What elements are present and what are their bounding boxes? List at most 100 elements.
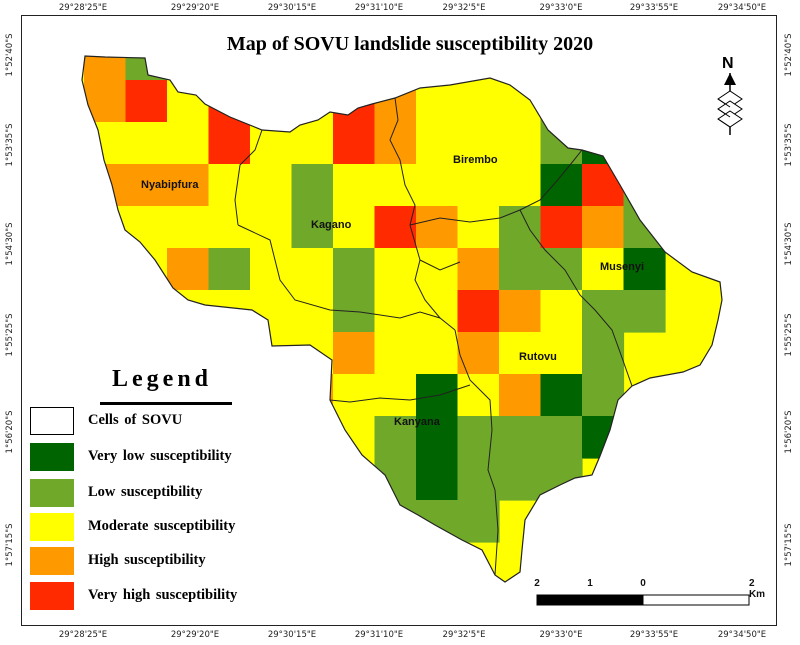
grid-cell xyxy=(540,206,583,249)
grid-cell xyxy=(623,164,666,207)
grid-cell xyxy=(416,164,459,207)
grid-cell xyxy=(499,416,542,459)
scale-bar-light xyxy=(642,594,750,606)
sovu-outline xyxy=(81,55,723,583)
grid-cell xyxy=(374,374,417,417)
grid-cell xyxy=(374,458,417,501)
scale-label-1: 1 xyxy=(587,578,593,589)
legend-title: Legend xyxy=(112,366,213,392)
legend-swatch-moderate xyxy=(30,513,74,541)
grid-cell xyxy=(374,122,417,165)
grid-cell xyxy=(333,416,376,459)
boundary-kagano-south xyxy=(237,224,456,331)
grid-cell xyxy=(499,122,542,165)
tick-bottom-3: 29°30'15"E xyxy=(267,630,317,640)
grid-cell xyxy=(84,80,127,123)
grid-cell xyxy=(84,56,127,81)
grid-cell xyxy=(540,374,583,417)
grid-cell xyxy=(540,416,583,459)
scale-bar-dark xyxy=(536,594,644,606)
grid-cell xyxy=(499,164,542,207)
tick-top-7: 29°33'55"E xyxy=(629,3,679,13)
tick-top-1: 29°28'25"E xyxy=(58,3,108,13)
grid-cell xyxy=(291,290,334,333)
boundary-kanyana-north xyxy=(329,384,471,403)
grid-cell xyxy=(457,290,500,333)
legend-label-very-low: Very low susceptibility xyxy=(88,448,232,464)
legend-label-moderate: Moderate susceptibility xyxy=(88,518,236,534)
tick-bottom-6: 29°33'0"E xyxy=(539,630,583,640)
legend-swatch-very-low xyxy=(30,443,74,471)
region-label-kagano: Kagano xyxy=(311,219,352,231)
grid-cell xyxy=(291,80,334,123)
scale-bar xyxy=(536,594,750,606)
grid-cell xyxy=(374,290,417,333)
tick-top-5: 29°32'5"E xyxy=(442,3,486,13)
region-label-kanyana: Kanyana xyxy=(394,416,440,428)
scale-label-2-left: 2 xyxy=(534,578,540,589)
grid-cell xyxy=(208,122,251,165)
grid-cell xyxy=(167,248,210,291)
legend-swatch-high xyxy=(30,547,74,575)
grid-cell xyxy=(374,542,417,582)
boundary-kagano-birembo xyxy=(389,97,441,319)
grid-cell xyxy=(333,500,376,543)
grid-cell xyxy=(457,458,500,501)
north-label: N xyxy=(722,55,734,72)
grid-cell xyxy=(540,248,583,291)
grid-cell xyxy=(416,500,459,543)
grid-cell xyxy=(499,332,542,375)
grid-cell xyxy=(374,500,417,543)
grid-cell xyxy=(623,416,666,459)
grid-cell xyxy=(540,458,583,501)
boundary-musenyi-rutovu xyxy=(519,209,633,387)
grid-cell xyxy=(333,248,376,291)
grid-cell xyxy=(333,164,376,207)
tick-bottom-8: 29°34'50"E xyxy=(717,630,767,640)
grid-cell xyxy=(291,500,334,543)
grid-cell xyxy=(250,290,293,333)
tick-top-3: 29°30'15"E xyxy=(267,3,317,13)
grid-cell xyxy=(84,164,127,207)
grid-cell xyxy=(291,206,334,249)
region-label-musenyi: Musenyi xyxy=(600,261,645,273)
grid-cell xyxy=(291,458,334,501)
grid-cell xyxy=(167,164,210,207)
grid-cell xyxy=(582,164,625,207)
grid-cell xyxy=(582,290,625,333)
grid-cell xyxy=(457,374,500,417)
boundary-inner xyxy=(419,259,461,271)
map-title: Map of SOVU landslide susceptibility 202… xyxy=(226,33,594,55)
grid-cell xyxy=(291,416,334,459)
legend-label-cells: Cells of SOVU xyxy=(88,412,183,428)
grid-cell xyxy=(540,164,583,207)
grid-cell xyxy=(416,458,459,501)
north-arrow-icon xyxy=(717,73,743,135)
grid-cell xyxy=(499,206,542,249)
grid-cell xyxy=(374,416,417,459)
grid-cell xyxy=(582,80,625,123)
north-arrow: N xyxy=(710,55,750,140)
grid-cell xyxy=(125,290,168,333)
grid-cell xyxy=(457,248,500,291)
grid-cell xyxy=(84,248,127,291)
grid-cell xyxy=(582,374,625,417)
grid-cell xyxy=(457,416,500,459)
grid-cell xyxy=(125,206,168,249)
grid-cell xyxy=(84,122,127,165)
legend-swatch-very-high xyxy=(30,582,74,610)
grid-cell xyxy=(333,458,376,501)
boundary-kanyana-rutovu xyxy=(454,329,499,576)
grid-cell xyxy=(499,458,542,501)
legend-swatch-low xyxy=(30,479,74,507)
grid-cell xyxy=(416,248,459,291)
region-label-nyabipfura: Nyabipfura xyxy=(141,179,199,191)
tick-top-8: 29°34'50"E xyxy=(717,3,767,13)
legend-label-low: Low susceptibility xyxy=(88,484,203,500)
tick-top-4: 29°31'10"E xyxy=(354,3,404,13)
grid-cell xyxy=(250,248,293,291)
region-label-birembo: Birembo xyxy=(453,154,498,166)
grid-cell xyxy=(499,248,542,291)
grid-cell xyxy=(623,206,666,249)
